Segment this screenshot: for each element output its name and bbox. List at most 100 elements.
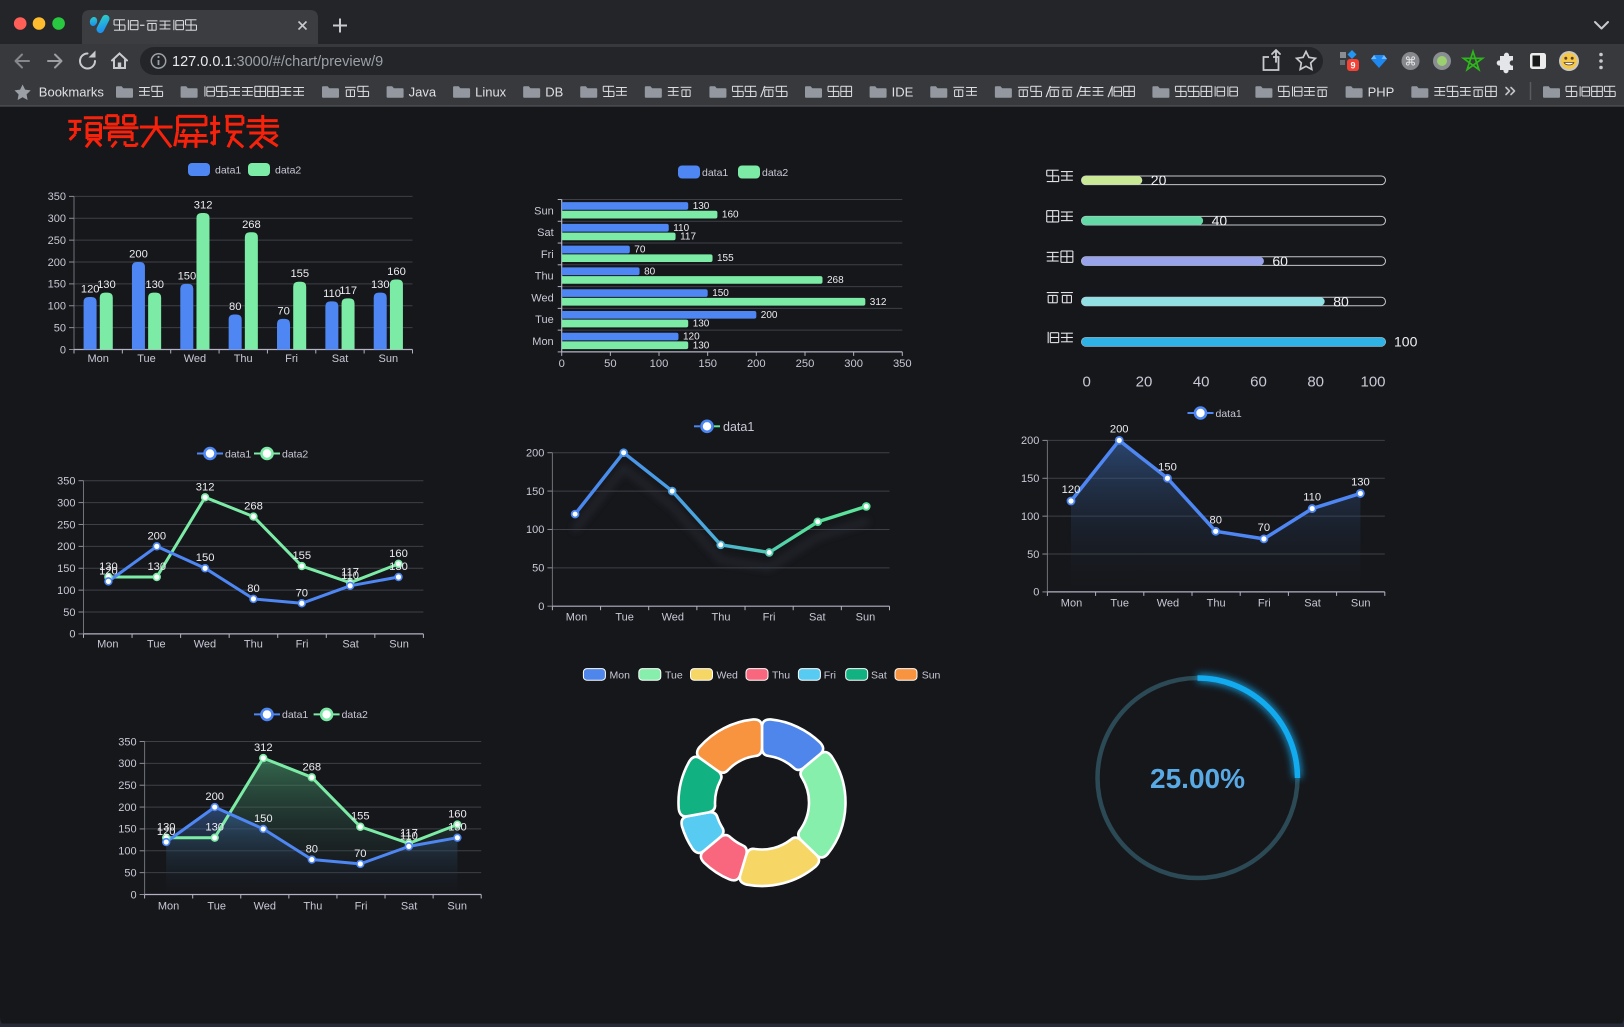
svg-text:200: 200 (761, 310, 778, 321)
svg-text:350: 350 (48, 191, 66, 203)
svg-text:200: 200 (57, 541, 75, 553)
svg-text:150: 150 (698, 358, 717, 370)
svg-text:155: 155 (290, 268, 309, 280)
svg-text:117: 117 (680, 232, 696, 243)
svg-text:50: 50 (124, 867, 136, 879)
svg-text:268: 268 (827, 275, 844, 286)
svg-text:data2: data2 (275, 165, 301, 177)
svg-text:130: 130 (99, 561, 118, 573)
svg-text:312: 312 (254, 742, 273, 754)
svg-text:268: 268 (302, 761, 321, 773)
svg-text:⌘: ⌘ (1405, 55, 1417, 69)
svg-text:Thu: Thu (1207, 598, 1226, 610)
svg-text:Wed: Wed (194, 639, 216, 651)
svg-text:25.00%: 25.00% (1150, 763, 1245, 794)
svg-text:200: 200 (48, 257, 66, 269)
svg-text:Tue: Tue (665, 670, 683, 682)
svg-text:Wed: Wed (662, 612, 684, 624)
svg-text:160: 160 (722, 210, 739, 221)
svg-text:IDE: IDE (892, 85, 914, 100)
svg-text:Tue: Tue (137, 353, 156, 365)
svg-text:268: 268 (244, 501, 263, 513)
svg-text:data1: data1 (225, 448, 251, 460)
svg-text:Bookmarks: Bookmarks (39, 85, 105, 100)
svg-text:data1: data1 (702, 167, 728, 179)
svg-text:50: 50 (63, 607, 75, 619)
svg-text:150: 150 (254, 813, 273, 825)
svg-text:DB: DB (545, 85, 563, 100)
svg-text:Mon: Mon (97, 639, 118, 651)
svg-text:Fri: Fri (824, 670, 836, 682)
svg-text:70: 70 (277, 305, 289, 317)
svg-text:200: 200 (205, 791, 224, 803)
svg-text:117: 117 (339, 285, 357, 297)
svg-text:Fri: Fri (1258, 598, 1271, 610)
svg-text:300: 300 (48, 213, 66, 225)
svg-text:0: 0 (1083, 374, 1091, 391)
svg-text:110: 110 (341, 570, 359, 582)
svg-text:70: 70 (1258, 522, 1270, 534)
svg-text:Sat: Sat (537, 227, 554, 239)
svg-text:300: 300 (844, 358, 863, 370)
svg-text:200: 200 (747, 358, 766, 370)
svg-text:150: 150 (1158, 461, 1177, 473)
svg-text:Fri: Fri (285, 353, 298, 365)
svg-text:160: 160 (448, 809, 467, 821)
svg-text:9: 9 (1350, 61, 1355, 71)
svg-text:0: 0 (1033, 587, 1039, 599)
svg-text:160: 160 (387, 266, 406, 278)
svg-text:268: 268 (242, 219, 261, 231)
svg-text:150: 150 (57, 563, 75, 575)
svg-text:Thu: Thu (303, 901, 322, 913)
svg-text:Sun: Sun (856, 612, 876, 624)
svg-text:Sun: Sun (1351, 598, 1371, 610)
svg-text:250: 250 (796, 358, 815, 370)
svg-text:150: 150 (196, 552, 215, 564)
svg-text:130: 130 (389, 561, 408, 573)
svg-text:130: 130 (157, 822, 176, 834)
svg-text:40: 40 (1193, 374, 1210, 391)
svg-text:150: 150 (526, 486, 544, 498)
svg-text:130: 130 (693, 340, 710, 351)
svg-text:155: 155 (351, 811, 370, 823)
svg-text:data2: data2 (282, 448, 308, 460)
svg-text:80: 80 (1307, 374, 1324, 391)
svg-text:200: 200 (526, 448, 544, 460)
svg-text:200: 200 (118, 802, 136, 814)
svg-text:50: 50 (54, 322, 66, 334)
svg-text:100: 100 (1360, 374, 1385, 391)
svg-text:Wed: Wed (531, 293, 553, 305)
svg-text:100: 100 (48, 301, 66, 313)
svg-text:Wed: Wed (717, 670, 739, 682)
svg-text:120: 120 (99, 565, 118, 577)
svg-text:Tue: Tue (147, 639, 166, 651)
svg-text:Sat: Sat (871, 670, 887, 682)
svg-text:117: 117 (341, 567, 359, 579)
svg-text:Mon: Mon (1061, 598, 1082, 610)
svg-text:20: 20 (1151, 172, 1167, 188)
svg-text:312: 312 (870, 297, 887, 308)
svg-text:130: 130 (1351, 476, 1370, 488)
svg-text:Mon: Mon (158, 901, 179, 913)
svg-text:50: 50 (604, 358, 616, 370)
svg-text:350: 350 (118, 736, 136, 748)
svg-text:80: 80 (229, 301, 241, 313)
svg-text:100: 100 (1394, 334, 1418, 350)
svg-text:150: 150 (118, 824, 136, 836)
svg-text:200: 200 (1021, 435, 1039, 447)
svg-text:312: 312 (196, 481, 215, 493)
svg-text:130: 130 (371, 279, 390, 291)
svg-text:150: 150 (712, 288, 729, 299)
svg-text:300: 300 (118, 758, 136, 770)
svg-text:250: 250 (57, 519, 75, 531)
svg-text:150: 150 (1021, 473, 1039, 485)
svg-text:117: 117 (400, 827, 418, 839)
svg-text:70: 70 (634, 245, 646, 256)
svg-text:110: 110 (1303, 492, 1321, 504)
svg-text:150: 150 (178, 270, 197, 282)
svg-text:130: 130 (145, 279, 164, 291)
svg-text:Thu: Thu (535, 271, 554, 283)
svg-text:350: 350 (893, 358, 912, 370)
svg-text:Mon: Mon (566, 612, 587, 624)
svg-text:Sun: Sun (534, 205, 554, 217)
